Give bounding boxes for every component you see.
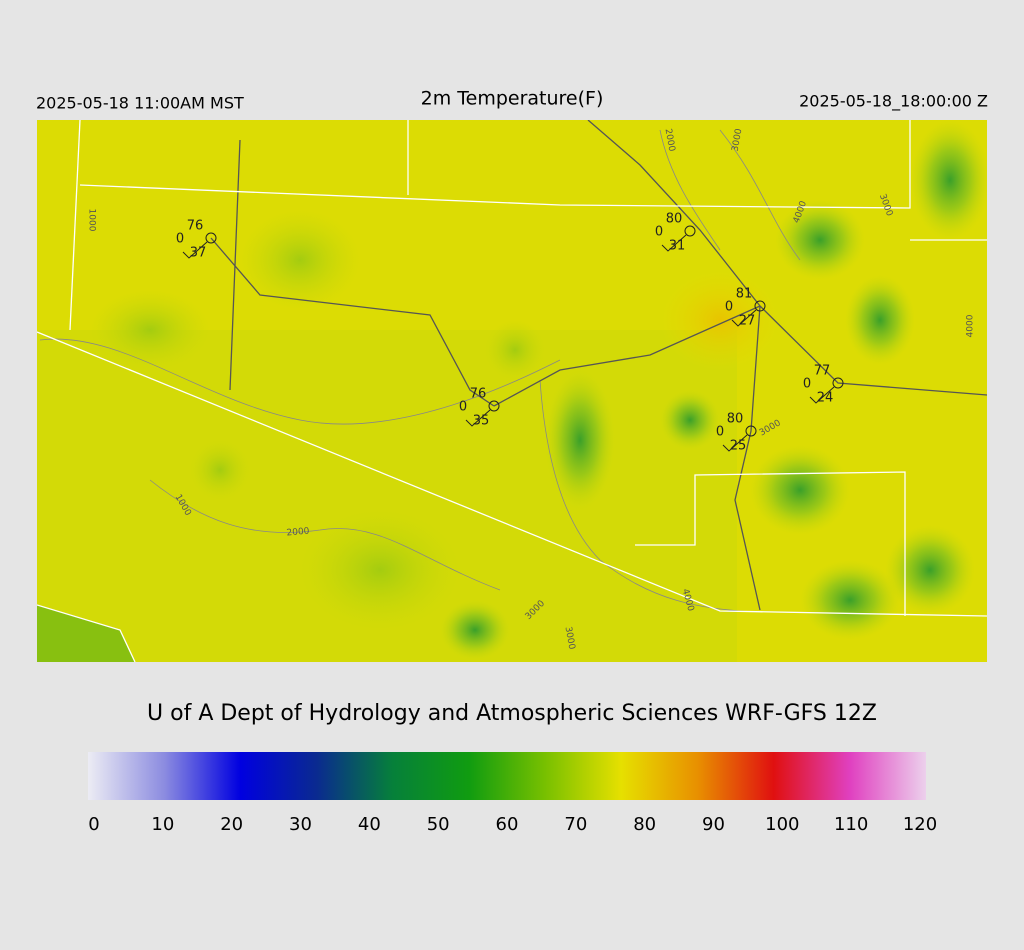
station-plot: 760 35 (459, 387, 500, 429)
colorbar-tick-label: 120 (903, 814, 937, 835)
cloud-cover: 0 (716, 425, 724, 440)
colorbar-tick-label: 50 (427, 814, 450, 835)
contours (39, 129, 801, 613)
terrain (885, 525, 975, 615)
contour-label: 2000 (286, 526, 310, 538)
map (37, 120, 987, 662)
contour-label: 2000 (663, 128, 677, 153)
colorbar-ticks: 0 10 20 30 40 50 60 70 80 90 100 110 120 (88, 814, 937, 835)
wind-barb (722, 434, 748, 452)
colorbar-tick-label: 100 (765, 814, 799, 835)
cloud-cover: 0 (803, 377, 811, 392)
contour-label: 3000 (563, 626, 577, 651)
temperature: 80 (727, 412, 744, 427)
terrain (845, 275, 915, 365)
colorbar-tick-label: 60 (496, 814, 519, 835)
terrain (485, 320, 545, 380)
dewpoint: 27 (739, 314, 756, 329)
station-plot: 760 37 (176, 219, 217, 261)
dewpoint: 24 (817, 391, 834, 406)
credit: U of A Dept of Hydrology and Atmospheric… (147, 701, 877, 726)
station-plot: 800 25 (716, 412, 757, 454)
temperature: 76 (187, 219, 204, 234)
temperature: 77 (814, 364, 831, 379)
terrain (545, 370, 615, 510)
colorbar-tick-label: 10 (151, 814, 174, 835)
temperature: 80 (666, 212, 683, 227)
valid-time: 2025-05-18_18:00:00 Z (799, 92, 988, 112)
temperature: 76 (470, 387, 487, 402)
station-circle (684, 225, 696, 237)
station-plot: 810 27 (725, 287, 766, 329)
station-circle (205, 232, 217, 244)
colorbar-tick-label: 70 (564, 814, 587, 835)
contour-label: 4000 (966, 314, 976, 337)
colorbar-tick-label: 90 (702, 814, 725, 835)
colorbar-tick-label: 110 (834, 814, 868, 835)
station-circle (745, 425, 757, 437)
wind-barb (182, 241, 208, 259)
terrain (90, 290, 210, 370)
colorbar-tick-label: 80 (633, 814, 656, 835)
terrain (190, 440, 250, 500)
wind-barb (809, 386, 835, 404)
temperature: 81 (736, 287, 753, 302)
contour-label: 3000 (731, 128, 745, 153)
terrain (300, 510, 460, 630)
contour-label: 1000 (87, 209, 97, 232)
station-plot: 770 24 (803, 364, 844, 406)
cloud-cover: 0 (655, 225, 663, 240)
station-circle (832, 377, 844, 389)
dewpoint: 37 (190, 246, 207, 261)
map-title: 2m Temperature(F) (421, 88, 604, 110)
terrain (240, 210, 360, 310)
borders (37, 120, 987, 662)
terrain (440, 600, 510, 660)
station-circle (754, 300, 766, 312)
terrain (910, 120, 987, 240)
terrain (775, 200, 865, 280)
wind-barb (661, 234, 687, 252)
dewpoint: 31 (669, 239, 686, 254)
wind-barb (465, 409, 491, 427)
station-circle (488, 400, 500, 412)
dewpoint: 25 (730, 439, 747, 454)
cloud-cover: 0 (725, 300, 733, 315)
roads (210, 120, 987, 611)
terrain (750, 445, 850, 535)
dewpoint: 35 (473, 414, 490, 429)
colorbar (88, 752, 926, 800)
terrain (660, 270, 780, 370)
colorbar-tick-label: 20 (220, 814, 243, 835)
colorbar-tick-label: 30 (289, 814, 312, 835)
station-plot: 800 31 (655, 212, 696, 254)
terrain (800, 560, 900, 640)
wind-barb (731, 309, 757, 327)
local-time: 2025-05-18 11:00AM MST (36, 94, 244, 113)
colorbar-tick-label: 40 (358, 814, 381, 835)
colorbar-tick-label: 0 (88, 814, 99, 835)
cloud-cover: 0 (176, 232, 184, 247)
cloud-cover: 0 (459, 400, 467, 415)
terrain (37, 605, 135, 662)
terrain (660, 390, 720, 450)
